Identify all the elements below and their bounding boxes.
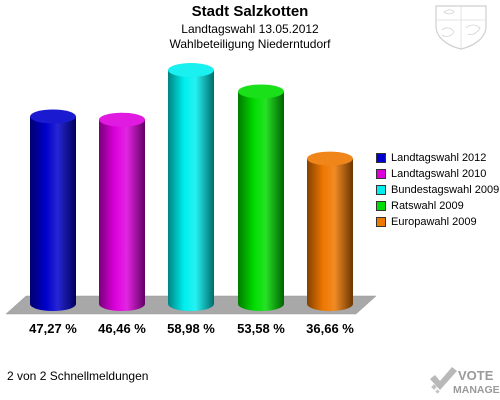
- chart-title: Stadt Salzkotten: [191, 3, 309, 20]
- legend-item: Europawahl 2009: [376, 214, 499, 230]
- bar-top: [238, 84, 284, 99]
- legend-swatch: [376, 169, 386, 179]
- chart-subtitle-election: Landtagswahl 13.05.2012: [181, 22, 319, 36]
- bar-top: [99, 112, 145, 127]
- bar-top: [30, 109, 76, 124]
- bar-value-label: 47,27 %: [29, 321, 77, 336]
- bar-5: [307, 151, 353, 311]
- legend-label: Europawahl 2009: [391, 216, 477, 228]
- legend-item: Landtagswahl 2010: [376, 166, 499, 182]
- coat-of-arms-icon: [435, 5, 487, 50]
- legend-item: Landtagswahl 2012: [376, 150, 499, 166]
- chart-legend: Landtagswahl 2012 Landtagswahl 2010 Bundes…: [376, 150, 499, 230]
- bar-body: [238, 91, 284, 311]
- bar-body: [168, 70, 214, 312]
- bar-1: [30, 109, 76, 311]
- legend-item: Bundestagswahl 2009: [376, 182, 499, 198]
- legend-swatch: [376, 185, 386, 195]
- legend-label: Bundestagswahl 2009: [391, 184, 500, 196]
- bar-value-label: 46,46 %: [98, 321, 146, 336]
- bar-2: [99, 112, 145, 311]
- legend-swatch: [376, 201, 386, 211]
- legend-swatch: [376, 217, 386, 227]
- bar-4: [238, 84, 284, 311]
- bar-top: [307, 151, 353, 166]
- chart-subtitle-turnout: Wahlbeteiligung Niederntudorf: [169, 37, 331, 51]
- legend-item: Ratswahl 2009: [376, 198, 499, 214]
- bar-value-label: 36,66 %: [306, 321, 354, 336]
- report-count-footer: 2 von 2 Schnellmeldungen: [7, 369, 149, 383]
- legend-label: Landtagswahl 2012: [391, 152, 487, 164]
- vote-manager-logo: VOTE MANAGER: [430, 367, 500, 396]
- legend-label: Landtagswahl 2010: [391, 168, 487, 180]
- bar-body: [307, 158, 353, 311]
- legend-label: Ratswahl 2009: [391, 200, 464, 212]
- logo-text-manager: MANAGER: [453, 384, 500, 396]
- bar-body: [99, 119, 145, 311]
- bar-value-label: 53,58 %: [237, 321, 285, 336]
- logo-text-vote: VOTE: [458, 368, 494, 383]
- bar-top: [168, 63, 214, 78]
- bar-body: [30, 116, 76, 311]
- bar-3: [168, 63, 214, 312]
- legend-swatch: [376, 153, 386, 163]
- bar-value-label: 58,98 %: [167, 321, 215, 336]
